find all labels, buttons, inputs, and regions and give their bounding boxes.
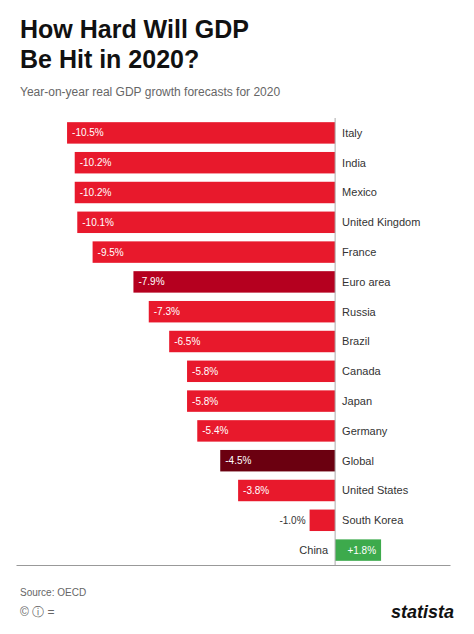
bar [75,152,335,173]
data-label: -5.4% [202,425,228,436]
bar [310,510,336,531]
category-label: France [342,246,376,258]
annotation: statista [391,602,454,622]
category-label: Russia [342,306,377,318]
category-label: India [342,157,367,169]
category-label: South Korea [342,514,404,526]
category-label: Canada [342,365,381,377]
x-axis-line [17,565,451,566]
data-label: -7.3% [154,306,180,317]
data-label: -1.0% [279,515,305,526]
data-label: +1.8% [347,545,376,556]
bar [220,450,335,471]
data-label: -10.2% [80,187,112,198]
category-label: Euro area [342,276,391,288]
category-label: Brazil [342,335,370,347]
data-label: -3.8% [243,485,269,496]
labels: Italy India Mexico United Kingdom France Euro… [72,127,420,556]
bar [75,182,335,203]
data-label: -7.9% [138,276,164,287]
bar [238,480,335,501]
bar [187,361,335,382]
bar [77,212,335,233]
bar [187,390,335,411]
category-label: Italy [342,127,363,139]
bars [67,122,381,561]
category-label: China [299,544,329,556]
data-label: -4.5% [225,455,251,466]
subtitle: Year-on-year real GDP growth forecasts f… [20,85,280,99]
data-label: -9.5% [98,247,124,258]
bar [133,271,335,292]
annotation: © ⓘ = [20,605,55,619]
x-axis [17,565,451,566]
data-label: -5.8% [192,396,218,407]
category-label: Global [342,455,374,467]
category-label: United States [342,484,409,496]
data-label: -10.5% [72,127,104,138]
zero-line [335,118,336,565]
category-label: Japan [342,395,372,407]
bar [169,331,335,352]
annotation: Source: OECD [20,587,86,598]
data-label: -6.5% [174,336,200,347]
data-label: -10.1% [82,217,114,228]
bar [149,301,335,322]
category-label: Mexico [342,186,377,198]
bar [67,122,335,143]
category-label: United Kingdom [342,216,420,228]
chart-svg: How Hard Will GDPBe Hit in 2020? Year-on-… [0,0,474,634]
bar [197,420,335,441]
data-label: -10.2% [80,157,112,168]
title: How Hard Will GDPBe Hit in 2020? [20,15,249,73]
bar [335,539,381,560]
data-label: -5.8% [192,366,218,377]
bar [93,241,336,262]
category-label: Germany [342,425,388,437]
